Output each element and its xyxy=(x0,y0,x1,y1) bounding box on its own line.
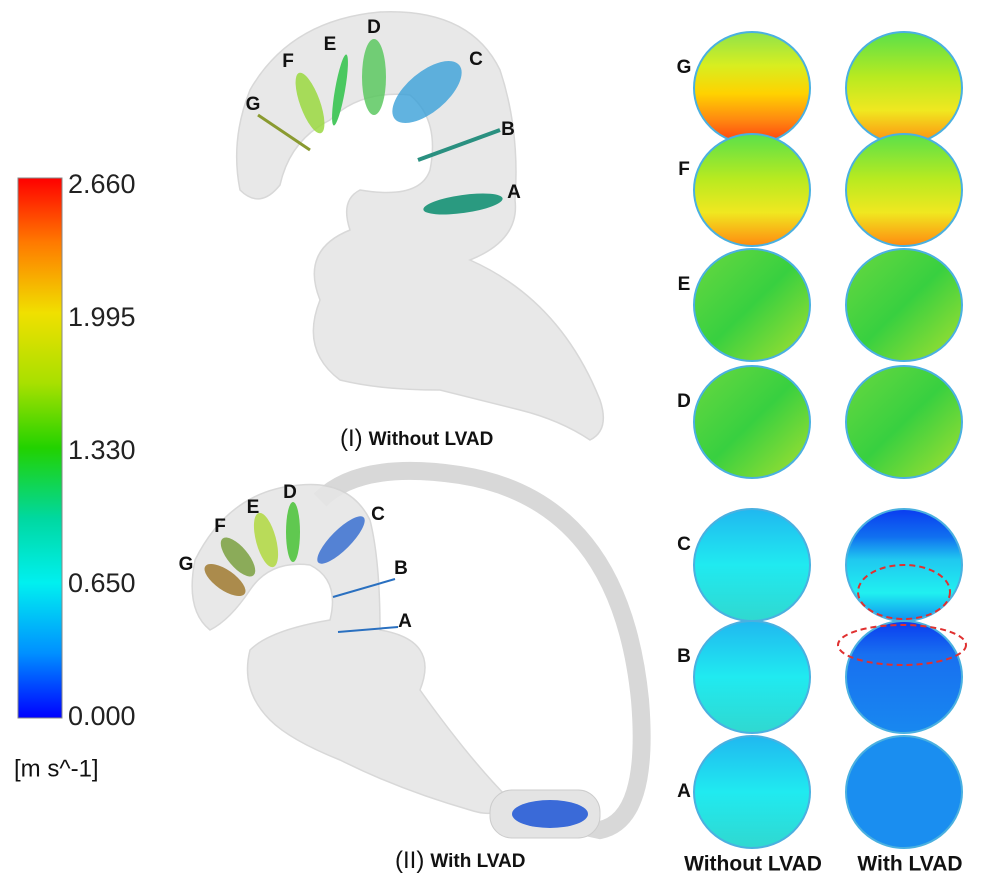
figure: 2.660 1.995 1.330 0.650 0.000 [m s^-1] (I)Wi… xyxy=(0,0,982,883)
section-label: D xyxy=(283,482,297,503)
cross-section xyxy=(846,249,962,361)
section-label: E xyxy=(247,497,260,518)
cross-section xyxy=(846,621,962,733)
caption: (II)With LVAD xyxy=(395,847,526,874)
colorbar-tick-label: 0.000 xyxy=(68,701,136,731)
row-label: A xyxy=(677,781,691,802)
cross-section xyxy=(694,249,810,361)
section-label: G xyxy=(179,554,194,575)
section-label: F xyxy=(214,516,226,537)
section-label: B xyxy=(394,558,408,579)
section-label: A xyxy=(398,611,412,632)
cross-section xyxy=(694,134,810,246)
row-label: D xyxy=(677,391,691,412)
row-label: G xyxy=(677,57,692,78)
cross-section xyxy=(846,32,962,144)
lvad-impeller xyxy=(512,800,588,828)
cross-section xyxy=(846,134,962,246)
section-label: B xyxy=(501,119,515,140)
colorbar-unit: [m s^-1] xyxy=(14,755,99,782)
row-label: E xyxy=(678,274,691,295)
row-label: B xyxy=(677,646,691,667)
section-label: A xyxy=(507,182,521,203)
section-label: G xyxy=(246,94,261,115)
cross-section xyxy=(694,621,810,733)
section-label: C xyxy=(371,504,385,525)
cross-section xyxy=(846,736,962,848)
cross-section xyxy=(694,366,810,478)
row-label: C xyxy=(677,534,691,555)
cross-section xyxy=(694,32,810,144)
slice xyxy=(362,39,386,115)
section-label: F xyxy=(282,51,294,72)
section-label: E xyxy=(324,34,337,55)
caption: (I)Without LVAD xyxy=(340,425,493,452)
row-label: F xyxy=(678,159,690,180)
slice xyxy=(286,502,300,562)
colorbar-tick-label: 1.330 xyxy=(68,435,136,465)
colorbar-tick-label: 0.650 xyxy=(68,568,136,598)
colorbar xyxy=(18,178,62,718)
section-label: D xyxy=(367,17,381,38)
column-label: Without LVAD xyxy=(684,853,822,876)
cross-section xyxy=(846,366,962,478)
section-label: C xyxy=(469,49,483,70)
cross-section xyxy=(694,736,810,848)
column-label: With LVAD xyxy=(857,853,962,876)
colorbar-tick-label: 2.660 xyxy=(68,169,136,199)
colorbar-tick-label: 1.995 xyxy=(68,302,136,332)
cross-section xyxy=(694,509,810,621)
